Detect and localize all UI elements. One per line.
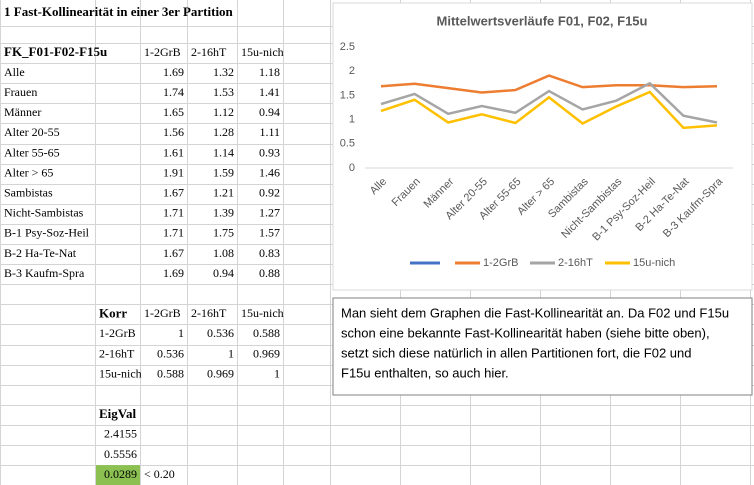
cell-value: 1.59 [213,165,234,179]
cell-value: 1.67 [163,186,184,200]
cell-value: 0.92 [259,186,280,200]
table-header: Korr [99,305,127,320]
highlight-cell [96,465,140,485]
series-line [380,81,718,124]
row-label: 2-16hT [99,346,135,360]
cell-value: 1.67 [163,246,184,260]
cell-value: 1.53 [213,85,234,99]
cell-value: 1 [228,346,234,360]
cell-value: 1.32 [213,65,234,79]
legend-label: 2-16hT [558,257,593,269]
text-box-line: schon eine bekannte Fast-Kollinearität h… [341,325,710,340]
y-tick-label: 2.5 [340,41,355,53]
chart-title: Mittelwertsverläufe F01, F02, F15u [437,13,648,28]
chart-area [332,2,753,291]
row-label: 15u-nich [99,366,142,380]
text-box-line: F15u enthalten, so auch hier. [341,365,509,380]
series-line [380,74,718,94]
row-label: Frauen [4,85,37,99]
cell-value: 0.0289 [104,467,137,481]
cell-value: 1.57 [259,226,280,240]
cell-value: 0.588 [253,326,280,340]
row-label: Alter 20-55 [4,125,60,139]
y-tick-label: 2 [349,65,355,77]
y-tick-label: 1.5 [340,89,355,101]
text-box-line: setzt sich diese natürlich in allen Part… [341,345,691,360]
cell-value: 0.83 [259,246,280,260]
cell-value: 1.12 [213,105,234,119]
cell-value: 0.969 [253,346,280,360]
cell-value: 0.94 [213,266,234,280]
series-line [380,90,718,130]
row-label: Sambistas [4,186,53,200]
cell-value: 1.08 [213,246,234,260]
cell-value: 1.18 [259,65,280,79]
cell-value: 0.5556 [104,447,137,461]
row-label: Männer [4,105,41,119]
cell-value: 0.88 [259,266,280,280]
y-tick-label: 1 [349,114,355,126]
row-label: Alter > 65 [4,165,53,179]
cell-value: 0.969 [207,366,234,380]
cell-value: 0.536 [157,346,184,360]
cell-value: 1.41 [259,85,280,99]
cell-value: 1 [274,366,280,380]
cell-value: 2.4155 [104,427,137,441]
cell-value: 0.588 [157,366,184,380]
y-tick-label: 0.5 [340,138,355,150]
cell-value: 1.11 [259,125,280,139]
row-label: Alle [4,65,25,79]
legend-label: 1-2GrB [483,257,518,269]
row-label: B-1 Psy-Soz-Heil [4,226,90,240]
cell-value: 1.28 [213,125,234,139]
cell-value: 1.71 [163,206,184,220]
cell-value: 1.74 [163,85,184,99]
column-header: 1-2GrB [144,45,181,59]
row-label: 1-2GrB [99,326,136,340]
cell-value: 1.69 [163,266,184,280]
text-box [332,297,753,396]
column-header: 15u-nich [241,45,284,59]
legend-label: 15u-nich [633,257,675,269]
cell-value: 1.56 [163,125,184,139]
column-header: 1-2GrB [144,306,181,320]
cell-value: 1.39 [213,206,234,220]
table-header: FK_F01-F02-F15u [4,44,107,59]
table-header: EigVal [99,406,136,421]
cell-value: 1.21 [213,186,234,200]
text-box-line: Man sieht dem Graphen die Fast-Kollinear… [341,305,729,320]
cell-value: 1.71 [163,226,184,240]
cell-value: 0.536 [207,326,234,340]
sheet-title: 1 Fast-Kollinearität in einer 3er Partit… [4,4,234,19]
cell-note: < 0.20 [144,467,175,481]
cell-value: 0.93 [259,145,280,159]
cell-value: 1.46 [259,165,280,179]
y-tick-label: 0 [349,162,355,174]
row-label: Nicht-Sambistas [4,206,84,220]
cell-value: 1.69 [163,65,184,79]
row-label: Alter 55-65 [4,145,60,159]
row-label: B-2 Ha-Te-Nat [4,246,77,260]
column-header: 2-16hT [191,45,227,59]
cell-value: 1.27 [259,206,280,220]
cell-value: 0.94 [259,105,280,119]
cell-value: 1.61 [163,145,184,159]
cell-value: 1 [178,326,184,340]
cell-value: 1.14 [213,145,234,159]
cell-value: 1.75 [213,226,234,240]
column-header: 15u-nich [241,306,284,320]
cell-value: 1.91 [163,165,184,179]
row-label: B-3 Kaufm-Spra [4,266,85,280]
cell-value: 1.65 [163,105,184,119]
column-header: 2-16hT [191,306,227,320]
